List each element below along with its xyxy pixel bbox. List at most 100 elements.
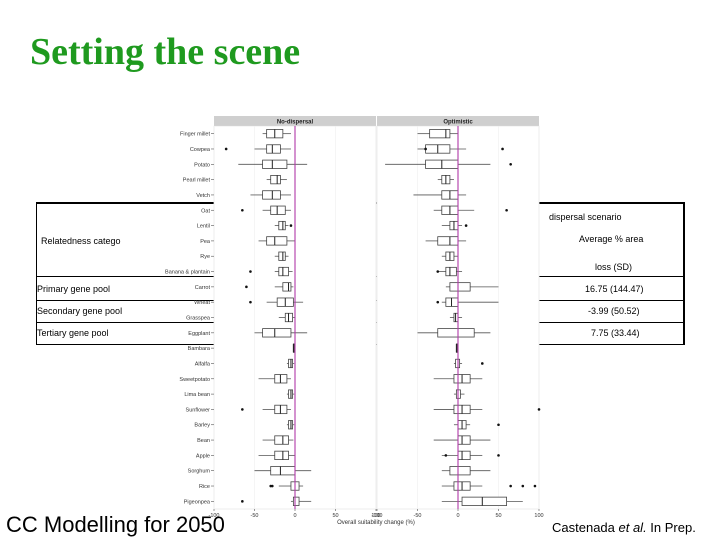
category-label: Eggplant xyxy=(188,331,210,337)
outlier-point xyxy=(464,224,468,227)
outlier-point xyxy=(501,147,504,151)
x-tick-label: 50 xyxy=(495,513,501,519)
outlier-point xyxy=(224,147,228,151)
category-label: Pearl millet xyxy=(183,178,211,184)
outlier-point xyxy=(444,454,448,457)
x-axis-title: Overall suitability change (%) xyxy=(337,520,415,526)
box xyxy=(449,466,471,476)
category-label: Rye xyxy=(200,254,210,260)
outlier-point xyxy=(289,224,293,227)
x-tick-label: -100 xyxy=(208,513,219,519)
box xyxy=(270,175,281,185)
category-label: Oat xyxy=(201,208,210,214)
category-label: Pigeonpea xyxy=(184,499,211,505)
box xyxy=(292,496,300,506)
category-label: Bean xyxy=(197,438,210,444)
outlier-point xyxy=(509,163,512,166)
x-tick-label: 0 xyxy=(456,513,459,519)
box xyxy=(457,450,471,460)
outlier-point xyxy=(497,423,500,427)
category-label: Sorghum xyxy=(188,469,211,475)
x-tick-label: -100 xyxy=(371,513,382,519)
box xyxy=(449,282,471,292)
x-tick-label: 100 xyxy=(371,513,380,519)
x-tick-label: 0 xyxy=(293,513,296,519)
category-label: Pea xyxy=(200,239,211,245)
x-tick-label: -50 xyxy=(251,513,259,519)
citation-etal: et al. xyxy=(618,520,647,535)
outlier-point xyxy=(537,408,541,411)
box xyxy=(278,251,286,261)
table-header-scenario: dispersal scenario xyxy=(549,212,622,222)
box xyxy=(266,236,288,246)
box xyxy=(278,220,286,231)
outlier-point xyxy=(436,270,440,273)
category-label: Sweetpotato xyxy=(179,377,210,383)
table-row-value: 7.75 (33.44) xyxy=(591,328,640,338)
x-tick-label: -50 xyxy=(414,513,422,519)
category-label: Potato xyxy=(194,162,210,168)
outlier-point xyxy=(497,454,500,457)
outlier-point xyxy=(505,208,508,212)
outlier-point xyxy=(424,147,427,151)
outlier-point xyxy=(241,208,244,212)
category-label: Barley xyxy=(194,423,210,429)
box xyxy=(278,266,289,277)
outlier-point xyxy=(481,362,484,365)
category-label: Sunflower xyxy=(186,407,211,413)
outlier-point xyxy=(249,300,252,304)
table-row-label: Primary gene pool xyxy=(37,284,111,294)
footer-citation: Castenada et al. In Prep. xyxy=(552,520,696,535)
slide-title: Setting the scene xyxy=(30,31,301,73)
category-label: Banana & plantain xyxy=(165,270,210,276)
category-label: Carrot xyxy=(195,285,211,291)
outlier-point xyxy=(436,300,440,304)
table-header-loss: loss (SD) xyxy=(595,262,633,272)
outlier-point xyxy=(241,408,244,411)
table-header-avg: Average % area xyxy=(579,234,644,244)
citation-rest: In Prep. xyxy=(646,520,696,535)
category-label: Rice xyxy=(199,484,210,490)
outlier-point xyxy=(245,285,248,289)
box xyxy=(270,466,296,476)
panel-strip xyxy=(377,116,539,126)
box xyxy=(457,435,471,445)
box xyxy=(437,328,475,338)
category-label: Vetch xyxy=(196,193,210,199)
box xyxy=(445,266,457,277)
category-label: Lima bean xyxy=(184,392,210,398)
x-tick-label: 50 xyxy=(332,513,338,519)
category-label: Lentil xyxy=(197,224,210,230)
outlier-point xyxy=(509,484,512,488)
x-tick-label: 100 xyxy=(534,513,543,519)
box xyxy=(262,159,288,169)
panel-strip-label: No-dispersal xyxy=(277,120,314,126)
category-label: Grasspea xyxy=(186,316,211,322)
box xyxy=(274,450,289,460)
table-header-category: Relatedness catego xyxy=(41,236,121,246)
box xyxy=(274,435,289,445)
outlier-point xyxy=(533,484,537,488)
box xyxy=(262,328,292,338)
category-label: Alfalfa xyxy=(195,361,211,367)
panel-strip xyxy=(214,116,376,126)
outlier-point xyxy=(241,500,244,503)
category-label: Wheat xyxy=(194,300,210,306)
category-label: Cowpea xyxy=(190,147,211,153)
outlier-point xyxy=(521,484,525,488)
citation-author: Castenada xyxy=(552,520,619,535)
box xyxy=(266,144,281,154)
table-row-label: Tertiary gene pool xyxy=(37,328,109,338)
category-label: Bambara xyxy=(188,346,211,352)
category-label: Apple xyxy=(196,453,210,459)
box xyxy=(262,190,281,200)
table-row-value: 16.75 (144.47) xyxy=(585,284,644,294)
table-row-label: Secondary gene pool xyxy=(37,306,123,316)
box xyxy=(461,496,507,506)
outlier-point xyxy=(271,484,274,488)
panel-strip-label: Optimistic xyxy=(443,120,473,126)
outlier-point xyxy=(249,270,252,273)
table-row-value: -3.99 (50.52) xyxy=(588,306,640,316)
box xyxy=(270,205,286,215)
category-label: Finger millet xyxy=(180,132,210,138)
